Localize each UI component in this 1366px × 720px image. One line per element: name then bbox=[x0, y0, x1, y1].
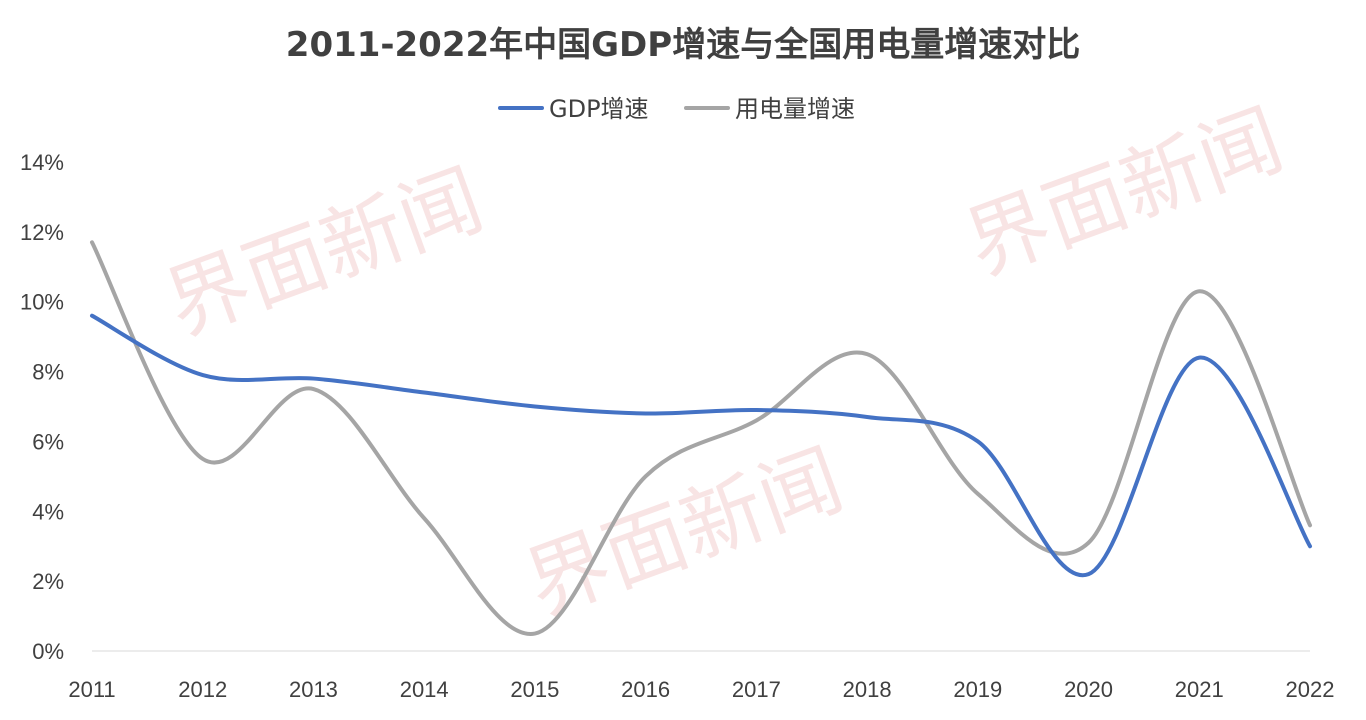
chart-title: 2011-2022年中国GDP增速与全国用电量增速对比 bbox=[286, 25, 1080, 65]
x-tick-label: 2011 bbox=[68, 677, 115, 702]
x-tick-label: 2019 bbox=[953, 677, 1002, 702]
x-axis-ticks: 2011 2012 2013 2014 2015 2016 2017 2018 2019 2020… bbox=[68, 677, 1334, 702]
legend: GDP增速 用电量增速 bbox=[498, 95, 855, 123]
series-line-power bbox=[90, 240, 1312, 636]
y-tick-label: 4% bbox=[32, 499, 64, 524]
x-tick-label: 2021 bbox=[1175, 677, 1224, 702]
legend-label-power: 用电量增速 bbox=[735, 95, 855, 123]
legend-label-gdp: GDP增速 bbox=[549, 95, 649, 123]
series-line-gdp bbox=[90, 313, 1312, 578]
x-tick-label: 2020 bbox=[1064, 677, 1113, 702]
x-tick-label: 2017 bbox=[732, 677, 781, 702]
x-tick-label: 2015 bbox=[510, 677, 559, 702]
x-tick-label: 2013 bbox=[289, 677, 338, 702]
x-tick-label: 2014 bbox=[400, 677, 449, 702]
x-tick-label: 2018 bbox=[843, 677, 892, 702]
y-tick-label: 10% bbox=[20, 290, 64, 315]
y-tick-label: 6% bbox=[32, 429, 64, 454]
series-lines bbox=[90, 240, 1312, 636]
y-tick-label: 12% bbox=[20, 220, 64, 245]
x-tick-label: 2022 bbox=[1286, 677, 1335, 702]
y-tick-label: 2% bbox=[32, 569, 64, 594]
y-tick-label: 0% bbox=[32, 639, 64, 664]
x-tick-label: 2016 bbox=[621, 677, 670, 702]
y-tick-label: 8% bbox=[32, 360, 64, 385]
y-tick-label: 14% bbox=[20, 150, 64, 175]
y-axis-ticks: 0% 2% 4% 6% 8% 10% 12% 14% bbox=[20, 150, 64, 664]
x-tick-label: 2012 bbox=[178, 677, 227, 702]
